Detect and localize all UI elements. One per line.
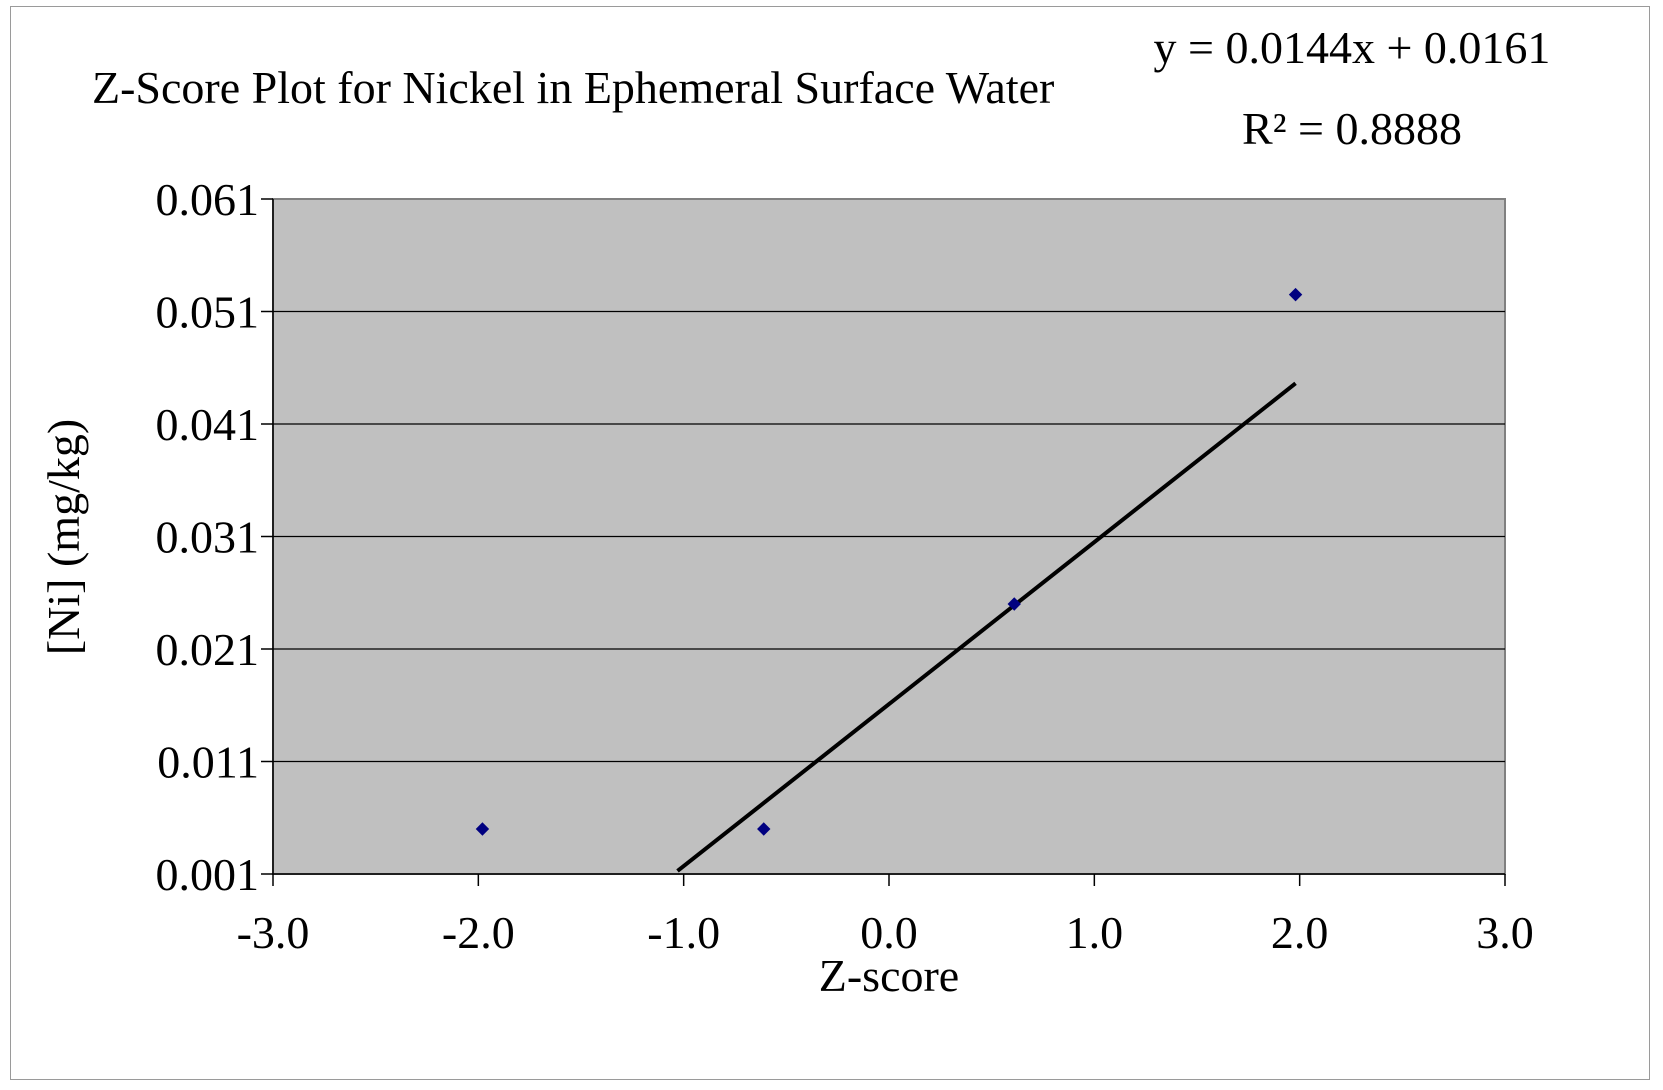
y-tick-label: 0.061 xyxy=(156,174,260,225)
y-axis-label: [Ni] (mg/kg) xyxy=(38,419,89,655)
data-point xyxy=(1288,287,1303,302)
y-tick-label: 0.001 xyxy=(156,849,260,900)
y-tick-label: 0.021 xyxy=(156,624,260,675)
trendline-equation: y = 0.0144x + 0.0161 xyxy=(1154,22,1551,73)
data-point xyxy=(757,822,771,836)
x-tick-label: 3.0 xyxy=(1476,907,1534,958)
trendline-layer xyxy=(676,381,1297,873)
trendline-r-squared: R² = 0.8888 xyxy=(1242,103,1462,154)
y-tick-label: 0.031 xyxy=(156,512,260,563)
x-tick-label: 1.0 xyxy=(1066,907,1124,958)
trendline xyxy=(676,381,1297,873)
y-tick-label: 0.011 xyxy=(157,737,259,788)
x-tick-label: -1.0 xyxy=(647,907,720,958)
x-tick-label: 2.0 xyxy=(1271,907,1329,958)
y-tick-label: 0.051 xyxy=(156,287,260,338)
grid-lines xyxy=(273,310,1505,763)
y-tick-label: 0.041 xyxy=(156,399,260,450)
tick-labels: 0.001 0.011 0.021 0.031 0.041 0.051 0.061 -3.0 -… xyxy=(156,174,1534,958)
x-tick-label: -2.0 xyxy=(442,907,515,958)
data-points xyxy=(475,287,1303,836)
x-tick-label: -3.0 xyxy=(237,907,310,958)
chart-title: Z-Score Plot for Nickel in Ephemeral Sur… xyxy=(92,62,1054,113)
data-point xyxy=(475,822,490,836)
data-point xyxy=(1007,597,1021,611)
x-tick-label: 0.0 xyxy=(860,907,918,958)
x-axis-label: Z-score xyxy=(819,950,959,1001)
axes xyxy=(261,198,1506,886)
